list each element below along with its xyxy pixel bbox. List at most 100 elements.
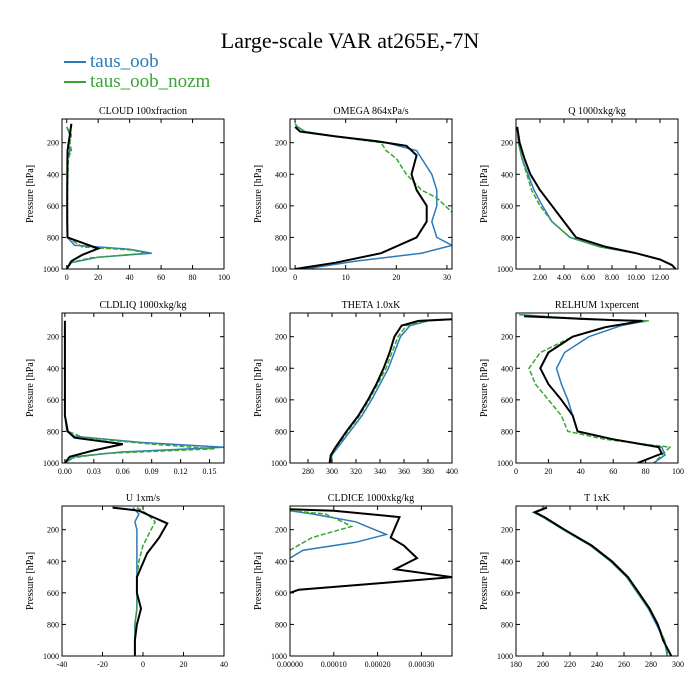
x-tick-label: 40 <box>220 660 228 669</box>
y-tick-label: 800 <box>501 233 513 242</box>
y-tick-label: 200 <box>501 526 513 535</box>
y-tick-label: 600 <box>275 589 287 598</box>
series-line-black <box>294 126 428 269</box>
panel-title: Q 1000xkg/kg <box>568 106 626 117</box>
x-tick-label: 80 <box>642 467 650 476</box>
x-tick-label: 10.00 <box>627 273 645 282</box>
x-tick-label: 0.09 <box>145 467 159 476</box>
x-tick-label: 100 <box>218 273 230 282</box>
x-tick-label: 380 <box>422 467 434 476</box>
x-tick-label: 0.00 <box>58 467 72 476</box>
y-tick-label: 600 <box>501 396 513 405</box>
y-tick-label: 600 <box>47 396 59 405</box>
x-tick-label: 240 <box>591 660 603 669</box>
panel-title: T 1xK <box>584 493 610 504</box>
x-tick-label: -40 <box>57 660 68 669</box>
y-tick-label: 600 <box>501 202 513 211</box>
series-line-taus-oob-nozm <box>519 313 672 463</box>
x-tick-label: 4.00 <box>557 273 571 282</box>
series-line-black <box>524 315 664 463</box>
x-tick-label: 0.00020 <box>365 660 391 669</box>
x-tick-label: 340 <box>374 467 386 476</box>
plot-frame <box>515 505 679 657</box>
x-tick-label: 0 <box>514 467 518 476</box>
series-line-taus-oob <box>531 506 668 656</box>
y-axis-label: Pressure [hPa] <box>479 359 490 417</box>
series-line-taus-oob <box>330 318 452 463</box>
panel-title: CLOUD 100xfraction <box>99 106 187 117</box>
x-tick-label: 0.00010 <box>321 660 347 669</box>
y-tick-label: 400 <box>501 364 513 373</box>
plot-frame <box>61 312 225 464</box>
plot-frame <box>61 505 225 657</box>
x-tick-label: 300 <box>672 660 684 669</box>
series-line-black <box>328 318 452 463</box>
x-tick-label: 300 <box>326 467 338 476</box>
panel-5: THETA 1.0xK Pressure [hPa] 200 400 600 800 100… <box>253 300 458 476</box>
x-tick-label: 20 <box>94 273 102 282</box>
x-tick-label: 0 <box>141 660 145 669</box>
y-tick-label: 400 <box>275 364 287 373</box>
y-tick-label: 800 <box>275 427 287 436</box>
legend-swatch-taus-oob-nozm <box>64 81 86 83</box>
series-line-taus-oob-nozm <box>66 126 146 269</box>
x-tick-label: 200 <box>537 660 549 669</box>
y-tick-label: 400 <box>47 170 59 179</box>
series-line-black <box>65 123 102 269</box>
plot-frame <box>289 505 453 657</box>
x-tick-label: 40 <box>126 273 134 282</box>
panel-8: CLDICE 1000xkg/kg Pressure [hPa] 200 400 600… <box>253 493 453 669</box>
series-line-black <box>532 506 673 656</box>
series-line-black <box>112 506 169 656</box>
legend-item-taus-oob: taus_oob <box>64 52 210 72</box>
y-tick-label: 1000 <box>43 459 59 468</box>
legend-swatch-taus-oob <box>64 61 86 63</box>
legend: taus_oob taus_oob_nozm <box>64 52 210 92</box>
x-tick-label: -20 <box>97 660 108 669</box>
x-tick-label: 280 <box>645 660 657 669</box>
y-tick-label: 600 <box>47 202 59 211</box>
panel-title: CLDLIQ 1000xkg/kg <box>100 300 187 311</box>
y-tick-label: 400 <box>47 364 59 373</box>
series-line-black <box>516 126 677 269</box>
y-tick-label: 200 <box>47 333 59 342</box>
y-tick-label: 1000 <box>43 265 59 274</box>
x-tick-label: 60 <box>609 467 617 476</box>
x-tick-label: 280 <box>302 467 314 476</box>
y-tick-label: 200 <box>275 333 287 342</box>
panel-title: THETA 1.0xK <box>342 300 401 311</box>
panel-title: RELHUM 1xpercent <box>555 300 639 311</box>
y-tick-label: 400 <box>501 170 513 179</box>
series-line-taus-oob <box>294 123 452 269</box>
y-tick-label: 200 <box>501 333 513 342</box>
plot-frame <box>61 118 225 270</box>
y-tick-label: 400 <box>275 557 287 566</box>
y-axis-label: Pressure [hPa] <box>479 165 490 223</box>
series-line-taus-oob-nozm <box>290 509 354 551</box>
x-tick-label: 6.00 <box>581 273 595 282</box>
x-tick-label: 20 <box>392 273 400 282</box>
x-tick-label: 100 <box>672 467 684 476</box>
x-tick-label: 0.00030 <box>408 660 434 669</box>
y-tick-label: 1000 <box>271 652 287 661</box>
y-tick-label: 200 <box>47 526 59 535</box>
y-tick-label: 800 <box>47 620 59 629</box>
x-tick-label: 320 <box>350 467 362 476</box>
y-tick-label: 800 <box>275 233 287 242</box>
y-tick-label: 400 <box>47 557 59 566</box>
series-line-taus-oob-nozm <box>294 123 452 213</box>
x-tick-label: 220 <box>564 660 576 669</box>
panel-title: OMEGA 864xPa/s <box>333 106 408 117</box>
legend-label-taus-oob-nozm: taus_oob_nozm <box>90 71 211 92</box>
y-axis-label: Pressure [hPa] <box>25 359 36 417</box>
y-tick-label: 200 <box>275 139 287 148</box>
series-line-taus-oob <box>519 313 666 463</box>
y-axis-label: Pressure [hPa] <box>253 165 264 223</box>
panel-4: CLDLIQ 1000xkg/kg Pressure [hPa] 200 400 600… <box>25 300 225 476</box>
y-tick-label: 1000 <box>271 459 287 468</box>
